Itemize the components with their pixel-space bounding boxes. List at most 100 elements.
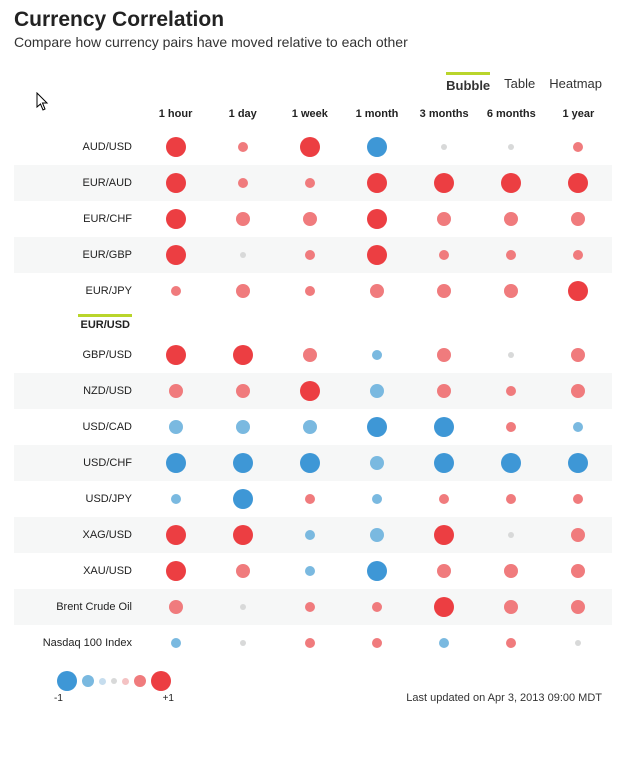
bubble-cell[interactable] [276,530,343,540]
bubble-cell[interactable] [276,381,343,401]
bubble-cell[interactable] [545,142,612,152]
bubble-cell[interactable] [276,638,343,648]
bubble-cell[interactable] [411,564,478,578]
bubble-cell[interactable] [209,564,276,578]
bubble-cell[interactable] [276,420,343,434]
bubble-cell[interactable] [276,178,343,188]
row-label[interactable]: Nasdaq 100 Index [14,637,142,650]
row-label[interactable]: EUR/JPY [14,285,142,298]
bubble-cell[interactable] [343,602,410,612]
base-pair-label[interactable]: EUR/USD [78,314,132,332]
row-label[interactable]: Brent Crude Oil [14,601,142,614]
bubble-cell[interactable] [411,494,478,504]
bubble-cell[interactable] [209,453,276,473]
tab-table[interactable]: Table [504,72,535,93]
bubble-cell[interactable] [142,561,209,581]
bubble-cell[interactable] [545,494,612,504]
row-label[interactable]: XAU/USD [14,565,142,578]
bubble-cell[interactable] [343,638,410,648]
bubble-cell[interactable] [411,597,478,617]
bubble-cell[interactable] [411,453,478,473]
bubble-cell[interactable] [142,173,209,193]
bubble-cell[interactable] [411,250,478,260]
bubble-cell[interactable] [276,212,343,226]
row-label[interactable]: USD/CHF [14,457,142,470]
bubble-cell[interactable] [411,144,478,150]
bubble-cell[interactable] [142,638,209,648]
bubble-cell[interactable] [478,352,545,358]
bubble-cell[interactable] [478,386,545,396]
bubble-cell[interactable] [411,417,478,437]
col-header[interactable]: 1 day [209,108,276,120]
bubble-cell[interactable] [411,173,478,193]
bubble-cell[interactable] [411,638,478,648]
tab-bubble[interactable]: Bubble [446,72,490,93]
row-label[interactable]: NZD/USD [14,385,142,398]
bubble-cell[interactable] [142,384,209,398]
bubble-cell[interactable] [478,494,545,504]
row-label[interactable]: AUD/USD [14,141,142,154]
bubble-cell[interactable] [545,348,612,362]
row-label[interactable]: GBP/USD [14,349,142,362]
bubble-cell[interactable] [478,144,545,150]
bubble-cell[interactable] [276,286,343,296]
bubble-cell[interactable] [343,417,410,437]
bubble-cell[interactable] [545,453,612,473]
bubble-cell[interactable] [478,453,545,473]
bubble-cell[interactable] [209,284,276,298]
bubble-cell[interactable] [478,638,545,648]
bubble-cell[interactable] [209,178,276,188]
bubble-cell[interactable] [343,384,410,398]
bubble-cell[interactable] [545,422,612,432]
bubble-cell[interactable] [343,209,410,229]
bubble-cell[interactable] [411,384,478,398]
bubble-cell[interactable] [545,212,612,226]
bubble-cell[interactable] [411,525,478,545]
col-header[interactable]: 3 months [411,108,478,120]
bubble-cell[interactable] [209,345,276,365]
bubble-cell[interactable] [343,494,410,504]
col-header[interactable]: 1 hour [142,108,209,120]
bubble-cell[interactable] [142,420,209,434]
bubble-cell[interactable] [209,640,276,646]
bubble-cell[interactable] [142,137,209,157]
bubble-cell[interactable] [545,281,612,301]
col-header[interactable]: 6 months [478,108,545,120]
bubble-cell[interactable] [209,420,276,434]
bubble-cell[interactable] [142,453,209,473]
bubble-cell[interactable] [209,142,276,152]
bubble-cell[interactable] [209,384,276,398]
bubble-cell[interactable] [545,528,612,542]
row-label[interactable]: EUR/AUD [14,177,142,190]
bubble-cell[interactable] [276,348,343,362]
bubble-cell[interactable] [209,604,276,610]
bubble-cell[interactable] [142,209,209,229]
bubble-cell[interactable] [478,173,545,193]
bubble-cell[interactable] [545,600,612,614]
col-header[interactable]: 1 week [276,108,343,120]
bubble-cell[interactable] [142,494,209,504]
bubble-cell[interactable] [343,561,410,581]
bubble-cell[interactable] [142,286,209,296]
row-label[interactable]: EUR/CHF [14,213,142,226]
bubble-cell[interactable] [478,250,545,260]
bubble-cell[interactable] [343,137,410,157]
bubble-cell[interactable] [209,525,276,545]
bubble-cell[interactable] [142,245,209,265]
bubble-cell[interactable] [343,245,410,265]
bubble-cell[interactable] [276,453,343,473]
bubble-cell[interactable] [343,528,410,542]
bubble-cell[interactable] [545,564,612,578]
bubble-cell[interactable] [142,525,209,545]
bubble-cell[interactable] [478,564,545,578]
bubble-cell[interactable] [545,173,612,193]
bubble-cell[interactable] [142,345,209,365]
bubble-cell[interactable] [276,494,343,504]
bubble-cell[interactable] [478,284,545,298]
row-label[interactable]: USD/CAD [14,421,142,434]
col-header[interactable]: 1 year [545,108,612,120]
bubble-cell[interactable] [343,350,410,360]
bubble-cell[interactable] [478,532,545,538]
bubble-cell[interactable] [276,250,343,260]
bubble-cell[interactable] [276,137,343,157]
